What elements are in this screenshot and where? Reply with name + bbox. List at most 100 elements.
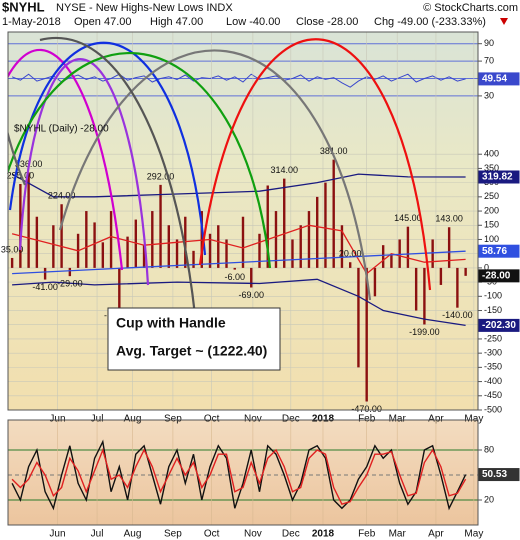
data-label: 145.00 bbox=[394, 213, 422, 223]
data-label: -41.00 bbox=[32, 282, 58, 292]
data-label: -29.00 bbox=[57, 279, 83, 289]
end-label: 49.54 bbox=[482, 74, 507, 85]
legend-label: $NYHL (Daily) -28.00 bbox=[14, 124, 109, 135]
x-tick-label: Oct bbox=[204, 529, 220, 540]
high: High 47.00 bbox=[150, 16, 203, 28]
y-tick-label: 90 bbox=[484, 38, 494, 48]
x-tick-label: Mar bbox=[389, 414, 407, 425]
x-tick-label: Dec bbox=[282, 529, 300, 540]
arc bbox=[18, 58, 150, 286]
annotation-box bbox=[107, 307, 281, 371]
end-label-box bbox=[478, 269, 520, 283]
lower-panel bbox=[8, 420, 478, 525]
x-tick-label: Sep bbox=[164, 529, 182, 540]
data-label: -470.00 bbox=[351, 404, 382, 414]
line bbox=[12, 250, 466, 275]
source: © StockCharts.com bbox=[423, 2, 518, 14]
line bbox=[11, 73, 466, 88]
lower-frame bbox=[7, 419, 479, 526]
y-tick-label: 80 bbox=[484, 444, 494, 454]
end-label: -28.00 bbox=[482, 270, 511, 281]
arc bbox=[8, 48, 124, 271]
x-tick-label: May bbox=[464, 529, 483, 540]
x-tick-label: Jul bbox=[91, 414, 104, 425]
annotation: Avg. Target ~ (1222.40) bbox=[116, 343, 267, 359]
line bbox=[11, 439, 467, 511]
y-tick-label: -100 bbox=[484, 291, 502, 301]
x-tick-label: Feb bbox=[358, 529, 376, 540]
plot-layer bbox=[8, 43, 478, 97]
x-tick-label: 2018 bbox=[312, 414, 335, 425]
data-label: -199.00 bbox=[409, 327, 440, 337]
data-label: -69.00 bbox=[238, 290, 264, 300]
data-label: 314.00 bbox=[270, 165, 298, 175]
end-label-box bbox=[478, 170, 520, 184]
arc bbox=[8, 41, 207, 256]
x-tick-label: Jul bbox=[91, 529, 104, 540]
line bbox=[11, 447, 467, 506]
x-tick-label: Oct bbox=[204, 414, 220, 425]
end-label: -202.30 bbox=[482, 320, 516, 331]
y-tick-label: 100 bbox=[484, 234, 499, 244]
y-tick-label: -500 bbox=[484, 404, 502, 414]
data-label: -140.00 bbox=[442, 310, 473, 320]
x-tick-label: Jun bbox=[49, 414, 65, 425]
data-layer: 9070503049.54400350300250200150100500-50… bbox=[1, 32, 520, 540]
y-tick-label: -250 bbox=[484, 333, 502, 343]
end-label: 58.76 bbox=[482, 246, 507, 257]
date: 1-May-2018 bbox=[2, 16, 61, 28]
end-label-box bbox=[478, 468, 520, 482]
y-tick-label: 70 bbox=[484, 55, 494, 65]
x-tick-label: Apr bbox=[428, 414, 444, 425]
data-label: -6.00 bbox=[224, 272, 245, 282]
line bbox=[11, 224, 466, 275]
y-tick-label: -400 bbox=[484, 376, 502, 386]
end-label-box bbox=[478, 244, 520, 258]
x-tick-label: 2018 bbox=[312, 529, 335, 540]
y-tick-label: -350 bbox=[484, 362, 502, 372]
open: Open 47.00 bbox=[74, 16, 132, 28]
y-tick-label: 400 bbox=[484, 149, 499, 159]
y-tick-label: 250 bbox=[484, 191, 499, 201]
x-tick-label: Mar bbox=[389, 529, 407, 540]
arc bbox=[8, 51, 272, 269]
y-tick-label: -150 bbox=[484, 305, 502, 315]
end-label: 50.53 bbox=[482, 469, 507, 480]
end-label-box bbox=[478, 72, 520, 86]
y-tick-label: 30 bbox=[484, 90, 494, 100]
y-tick-label: 150 bbox=[484, 220, 499, 230]
y-tick-label: 0 bbox=[484, 262, 489, 272]
y-tick-label: 200 bbox=[484, 205, 499, 215]
y-tick-label: 20 bbox=[484, 494, 494, 504]
x-tick-label: Apr bbox=[428, 529, 444, 540]
arc bbox=[58, 49, 372, 301]
end-label: 319.82 bbox=[482, 172, 513, 183]
arcs bbox=[8, 37, 432, 336]
description: NYSE - New Highs-New Lows INDX bbox=[56, 2, 233, 14]
x-tick-label: Aug bbox=[124, 529, 142, 540]
line bbox=[11, 173, 466, 198]
data-label: 381.00 bbox=[320, 146, 348, 156]
y-tick-label: -300 bbox=[484, 348, 502, 358]
symbol: $NYHL bbox=[2, 0, 45, 14]
annotation: Cup with Handle bbox=[116, 315, 226, 331]
data-label: 35.00 bbox=[1, 244, 24, 254]
low: Low -40.00 bbox=[226, 16, 280, 28]
end-label-box bbox=[478, 318, 520, 332]
arc bbox=[39, 37, 199, 336]
down-arrow bbox=[500, 18, 508, 25]
main-frame bbox=[7, 31, 479, 411]
change: Chg -49.00 (-233.33%) bbox=[374, 16, 486, 28]
y-tick-label: 350 bbox=[484, 163, 499, 173]
x-tick-label: Dec bbox=[282, 414, 300, 425]
data-label: 292.00 bbox=[147, 171, 175, 181]
arc bbox=[8, 130, 27, 186]
data-label: 143.00 bbox=[435, 214, 463, 224]
line bbox=[12, 278, 466, 327]
plot-layer bbox=[8, 420, 478, 525]
x-tick-label: Feb bbox=[358, 414, 376, 425]
x-tick-label: Nov bbox=[244, 414, 262, 425]
x-tick-label: Aug bbox=[124, 414, 142, 425]
